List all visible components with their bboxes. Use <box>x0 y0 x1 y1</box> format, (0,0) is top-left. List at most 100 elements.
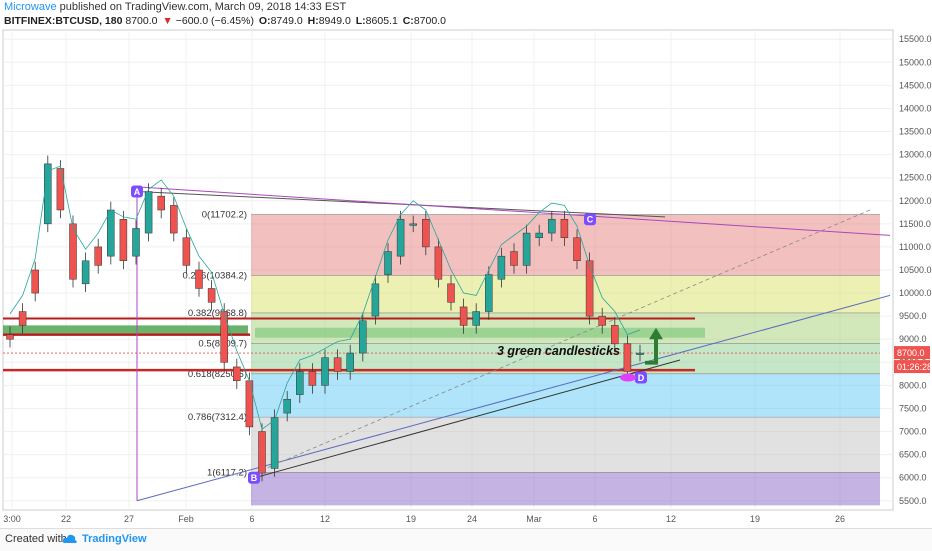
candle-up <box>346 352 354 372</box>
y-tick-label: 13000.0 <box>899 150 932 160</box>
candle-up <box>132 228 140 257</box>
y-tick-label: 7000.0 <box>899 427 927 437</box>
pattern-point-marker <box>131 185 143 198</box>
x-tick-label: Feb <box>178 514 194 524</box>
x-tick-label: 6 <box>592 514 597 524</box>
candle-up <box>636 352 644 355</box>
candle-up <box>535 232 543 238</box>
candle-up <box>107 209 115 257</box>
fib-zone <box>251 275 880 313</box>
candle-up <box>472 311 480 326</box>
low-label: L: <box>355 15 366 27</box>
candle-down <box>245 380 254 428</box>
support-zone <box>3 325 248 334</box>
candle-down <box>220 311 228 363</box>
trend-line <box>254 359 681 479</box>
candle-down <box>31 269 39 294</box>
down-arrow-icon: ▼ <box>162 15 173 27</box>
pattern-point-label: A <box>134 187 141 197</box>
y-tick-label: 6500.0 <box>899 450 927 460</box>
candle-down <box>69 223 77 280</box>
y-tick-label: 15500.0 <box>899 34 932 44</box>
x-tick-label: Mar <box>526 514 542 524</box>
fib-level-label: 0.618(8250.6) <box>188 369 247 380</box>
candle-up <box>371 283 380 317</box>
y-tick-label: 10000.0 <box>899 288 932 298</box>
candle-down <box>195 269 203 289</box>
fib-level-label: 0(11702.2) <box>202 210 247 221</box>
created-with-label: Created with <box>5 533 67 545</box>
fib-level-label: 1(6117.2) <box>207 467 247 478</box>
candle-down <box>623 343 632 372</box>
y-tick-label: 9000.0 <box>899 334 927 344</box>
candle-up <box>283 398 291 414</box>
annotation-text: 3 green candlesticks <box>497 344 620 358</box>
candle-up <box>296 371 304 395</box>
tradingview-cloud-icon <box>62 533 78 548</box>
candle-down <box>447 283 455 303</box>
candle-up <box>81 260 90 285</box>
candle-down <box>258 431 266 474</box>
candle-down <box>585 260 594 317</box>
x-tick-label: 24 <box>467 514 477 524</box>
fib-level-label: 0.382(9568.8) <box>188 308 247 319</box>
candle-down <box>422 218 430 248</box>
pattern-point-label: B <box>251 473 258 483</box>
candle-down <box>333 357 342 372</box>
candle-down <box>233 366 241 382</box>
footer-bar: Created with TradingView <box>0 528 932 551</box>
symbol-label: BITFINEX:BTCUSD, 180 <box>4 15 123 27</box>
y-tick-label: 7500.0 <box>899 403 927 413</box>
trend-line <box>136 186 891 236</box>
open-value: 8749.0 <box>270 15 303 27</box>
candle-down <box>94 246 102 266</box>
support-zone-right <box>255 327 705 338</box>
candle-down <box>182 237 191 266</box>
high-label: H: <box>307 15 319 27</box>
candle-down <box>598 315 606 326</box>
candle-down <box>207 288 216 303</box>
candle-down <box>56 168 65 211</box>
candle-up <box>144 191 153 234</box>
fib-level-label: 0.786(7312.4) <box>188 412 247 423</box>
fib-zone <box>251 472 880 506</box>
x-tick-label: 26 <box>835 514 845 524</box>
y-tick-label: 9500.0 <box>899 311 927 321</box>
candle-down <box>560 218 569 238</box>
candle-down <box>510 251 518 266</box>
pattern-point-marker <box>248 471 260 484</box>
y-tick-label: 8000.0 <box>899 380 927 390</box>
tradingview-brand-link[interactable]: TradingView <box>82 533 147 545</box>
y-tick-label: 14500.0 <box>899 80 932 90</box>
fib-zone <box>251 343 880 374</box>
y-tick-label: 11500.0 <box>899 219 931 229</box>
candle-up <box>497 255 506 280</box>
touch-point-marker <box>620 373 636 382</box>
author-link[interactable]: Microwave <box>4 1 57 13</box>
price-change: −600.0 (−6.45%) <box>175 15 254 27</box>
x-tick-label: 6 <box>249 514 254 524</box>
y-tick-label: 10500.0 <box>899 265 932 275</box>
high-value: 8949.0 <box>318 15 351 27</box>
pattern-point-marker <box>635 371 647 384</box>
candle-down <box>573 237 581 262</box>
publish-info: Microwave published on TradingView.com, … <box>4 1 346 13</box>
published-text: published on TradingView.com, March 09, … <box>59 1 347 13</box>
x-tick-label: 12 <box>320 514 330 524</box>
candle-up <box>548 218 556 234</box>
candle-up <box>384 251 392 275</box>
x-tick-label: 19 <box>750 514 760 524</box>
y-tick-label: 14000.0 <box>899 103 932 113</box>
y-tick-label: 11000.0 <box>899 242 931 252</box>
candle-up <box>409 223 417 226</box>
candle-up <box>359 320 367 354</box>
y-tick-label: 6000.0 <box>899 473 927 483</box>
close-value: 8700.0 <box>413 15 446 27</box>
candle-down <box>170 205 178 234</box>
candle-up <box>485 274 493 312</box>
y-tick-label: 5500.0 <box>899 496 927 506</box>
x-tick-label: 22 <box>61 514 71 524</box>
price-chart[interactable]: 15500.0 15000.0 14500.0 14000.0 13500.0 13000… <box>0 0 932 528</box>
candle-down <box>119 218 128 262</box>
low-value: 8605.1 <box>365 15 398 27</box>
